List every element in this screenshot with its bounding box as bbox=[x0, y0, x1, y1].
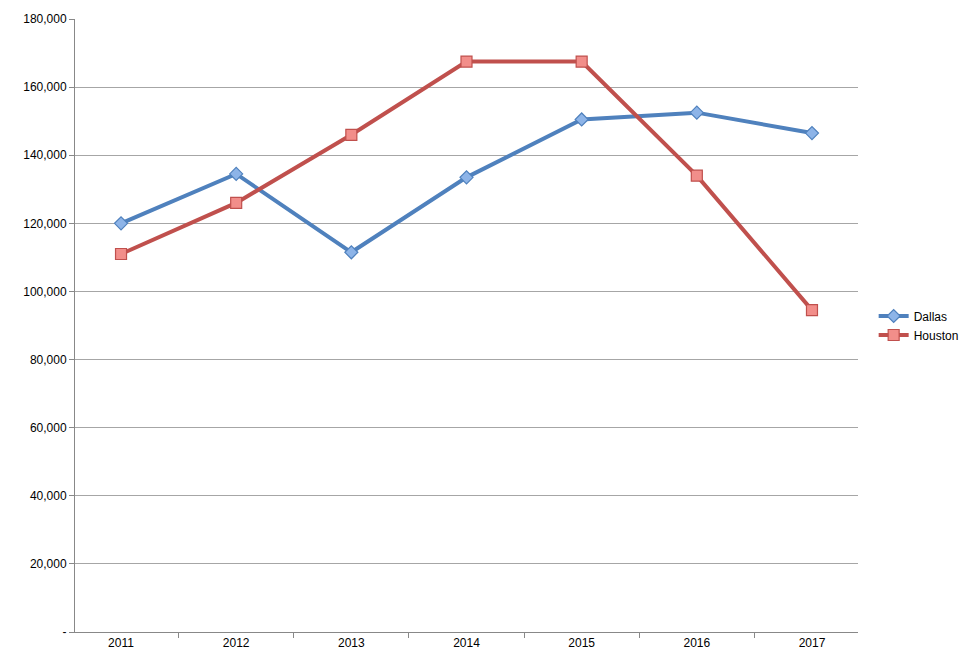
svg-text:160,000: 160,000 bbox=[23, 80, 67, 94]
svg-text:Houston: Houston bbox=[914, 329, 959, 343]
svg-text:140,000: 140,000 bbox=[23, 148, 67, 162]
svg-text:80,000: 80,000 bbox=[30, 353, 67, 367]
svg-text:2017: 2017 bbox=[799, 636, 826, 650]
svg-text:180,000: 180,000 bbox=[23, 12, 67, 26]
svg-text:2014: 2014 bbox=[453, 636, 480, 650]
svg-text:120,000: 120,000 bbox=[23, 217, 67, 231]
svg-text:-: - bbox=[63, 625, 67, 639]
svg-text:2012: 2012 bbox=[223, 636, 250, 650]
svg-text:20,000: 20,000 bbox=[30, 557, 67, 571]
svg-text:40,000: 40,000 bbox=[30, 489, 67, 503]
svg-text:2016: 2016 bbox=[683, 636, 710, 650]
svg-text:100,000: 100,000 bbox=[23, 285, 67, 299]
svg-text:60,000: 60,000 bbox=[30, 421, 67, 435]
svg-text:Dallas: Dallas bbox=[914, 310, 947, 324]
svg-text:2015: 2015 bbox=[568, 636, 595, 650]
svg-text:2011: 2011 bbox=[108, 636, 134, 650]
svg-text:2013: 2013 bbox=[338, 636, 365, 650]
